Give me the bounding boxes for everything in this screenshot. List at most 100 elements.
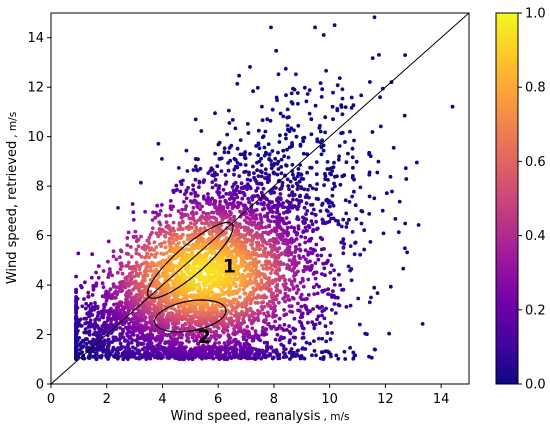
scatter-point [274, 289, 279, 293]
scatter-point [136, 356, 141, 360]
scatter-point [329, 216, 333, 221]
scatter-point [113, 335, 118, 340]
scatter-point [287, 324, 291, 328]
scatter-point [109, 306, 113, 311]
scatter-point [381, 231, 386, 236]
scatter-point [277, 266, 281, 271]
scatter-point [168, 199, 173, 203]
scatter-point [367, 300, 372, 305]
scatter-point [219, 309, 224, 314]
scatter-point [303, 225, 308, 230]
scatter-point [179, 182, 184, 187]
scatter-point [271, 163, 276, 168]
scatter-point [267, 299, 272, 304]
scatter-point [242, 152, 247, 157]
scatter-point [319, 253, 324, 258]
scatter-point [260, 243, 265, 248]
scatter-point [174, 237, 179, 242]
scatter-point [304, 201, 309, 206]
scatter-point [246, 131, 251, 135]
scatter-point [99, 327, 104, 332]
scatter-point [229, 340, 234, 345]
scatter-point [180, 207, 185, 212]
scatter-point [262, 311, 266, 316]
scatter-point [144, 320, 149, 325]
scatter-point [277, 263, 282, 267]
scatter-point [200, 204, 204, 209]
scatter-point [194, 211, 199, 216]
scatter-point [95, 323, 100, 328]
scatter-point [207, 284, 212, 288]
scatter-point [95, 304, 100, 309]
scatter-point [176, 209, 181, 214]
scatter-point [302, 264, 307, 269]
scatter-point [309, 203, 313, 207]
scatter-point [256, 153, 261, 158]
scatter-point [226, 168, 231, 173]
scatter-point [255, 168, 259, 173]
scatter-point [372, 15, 377, 20]
scatter-point [142, 277, 147, 282]
scatter-point [232, 172, 236, 177]
scatter-point [195, 168, 200, 173]
scatter-point [282, 313, 287, 318]
scatter-point [136, 348, 141, 353]
scatter-point [294, 134, 299, 139]
scatter-point [116, 355, 121, 359]
scatter-point [306, 277, 311, 282]
scatter-point [416, 223, 421, 227]
scatter-point [339, 224, 344, 229]
scatter-point [290, 206, 295, 210]
scatter-point [301, 284, 306, 289]
scatter-point [320, 203, 324, 207]
scatter-point [162, 240, 167, 245]
scatter-point [267, 239, 272, 243]
scatter-point [298, 280, 303, 285]
scatter-point [237, 73, 242, 78]
scatter-point [180, 323, 185, 328]
scatter-point [243, 156, 248, 161]
scatter-point [279, 335, 283, 339]
scatter-point [323, 130, 327, 135]
scatter-point [227, 146, 232, 150]
scatter-point [149, 252, 154, 257]
scatter-point [97, 317, 101, 322]
scatter-point [139, 180, 143, 185]
scatter-point [242, 170, 247, 175]
scatter-point [363, 331, 368, 336]
scatter-point [301, 136, 305, 141]
scatter-point [90, 252, 95, 257]
scatter-point [263, 167, 268, 172]
scatter-point [183, 321, 188, 326]
scatter-point [368, 240, 373, 244]
scatter-point [298, 354, 302, 359]
scatter-point [139, 254, 144, 259]
scatter-point [198, 207, 203, 212]
scatter-point [75, 305, 80, 310]
scatter-point [126, 263, 130, 268]
scatter-point [218, 199, 223, 204]
scatter-point [210, 185, 215, 190]
scatter-point [345, 221, 349, 226]
scatter-point [306, 252, 310, 257]
scatter-point [402, 113, 407, 118]
scatter-point [405, 250, 409, 255]
scatter-point [250, 246, 255, 251]
scatter-point [320, 87, 325, 92]
scatter-point [93, 321, 98, 325]
scatter-point [275, 162, 280, 166]
scatter-point [282, 221, 286, 226]
scatter-point [277, 140, 282, 144]
scatter-point [223, 173, 228, 177]
scatter-point [130, 202, 135, 206]
scatter-point [280, 180, 285, 185]
scatter-point [76, 251, 81, 256]
scatter-point [350, 230, 355, 234]
scatter-point [233, 126, 238, 131]
scatter-point [273, 156, 278, 161]
scatter-point [79, 285, 84, 290]
scatter-point [315, 182, 319, 186]
scatter-point [403, 221, 408, 226]
scatter-point [237, 287, 242, 292]
scatter-point [311, 285, 316, 290]
